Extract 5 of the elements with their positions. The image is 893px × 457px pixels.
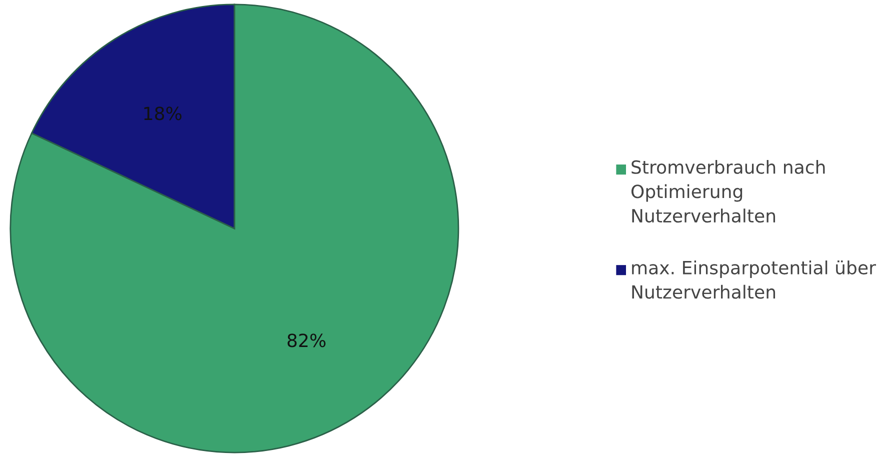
data-label: 82% (288, 334, 326, 348)
legend-label: Stromverbrauch nach Optimierung Nutzerverhalten (631, 160, 825, 223)
data-label: 18% (144, 106, 182, 120)
pie-slice (10, 4, 460, 454)
legend-label: max. Einsparpotential über Nutzerverhalten (632, 260, 876, 299)
